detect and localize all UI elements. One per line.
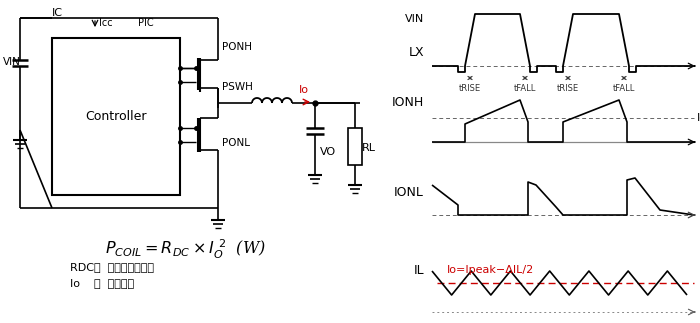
Text: IC: IC: [52, 8, 63, 18]
Text: PONL: PONL: [222, 138, 250, 148]
Bar: [348, 128, 362, 165]
Text: LX: LX: [408, 47, 424, 59]
Text: VIN: VIN: [405, 14, 424, 24]
Text: $P_{COIL}=R_{DC}\times I_{O}^{\ 2}$  (W): $P_{COIL}=R_{DC}\times I_{O}^{\ 2}$ (W): [105, 238, 266, 261]
Text: Io: Io: [697, 113, 700, 123]
Text: IONL: IONL: [394, 186, 424, 200]
Text: PONH: PONH: [222, 42, 252, 52]
Text: RDC：  电感的直流电阵: RDC： 电感的直流电阵: [70, 262, 154, 272]
Text: PSWH: PSWH: [222, 82, 253, 92]
Text: Io=Ipeak−ΔIL/2: Io=Ipeak−ΔIL/2: [447, 265, 534, 275]
Text: IONH: IONH: [392, 96, 424, 109]
Text: tRISE: tRISE: [557, 84, 579, 93]
Text: Controller: Controller: [85, 110, 147, 123]
Text: Io: Io: [299, 85, 309, 95]
Text: tFALL: tFALL: [612, 84, 635, 93]
Text: Io    ：  输出电流: Io ： 输出电流: [70, 278, 134, 288]
Bar: [52, 38, 180, 195]
Text: Icc: Icc: [99, 18, 113, 28]
Text: VIN: VIN: [3, 57, 21, 67]
Text: PIC: PIC: [138, 18, 153, 28]
Text: tRISE: tRISE: [459, 84, 481, 93]
Text: IL: IL: [414, 264, 424, 276]
Text: VO: VO: [320, 147, 336, 157]
Text: RL: RL: [362, 143, 376, 153]
Text: tFALL: tFALL: [514, 84, 536, 93]
